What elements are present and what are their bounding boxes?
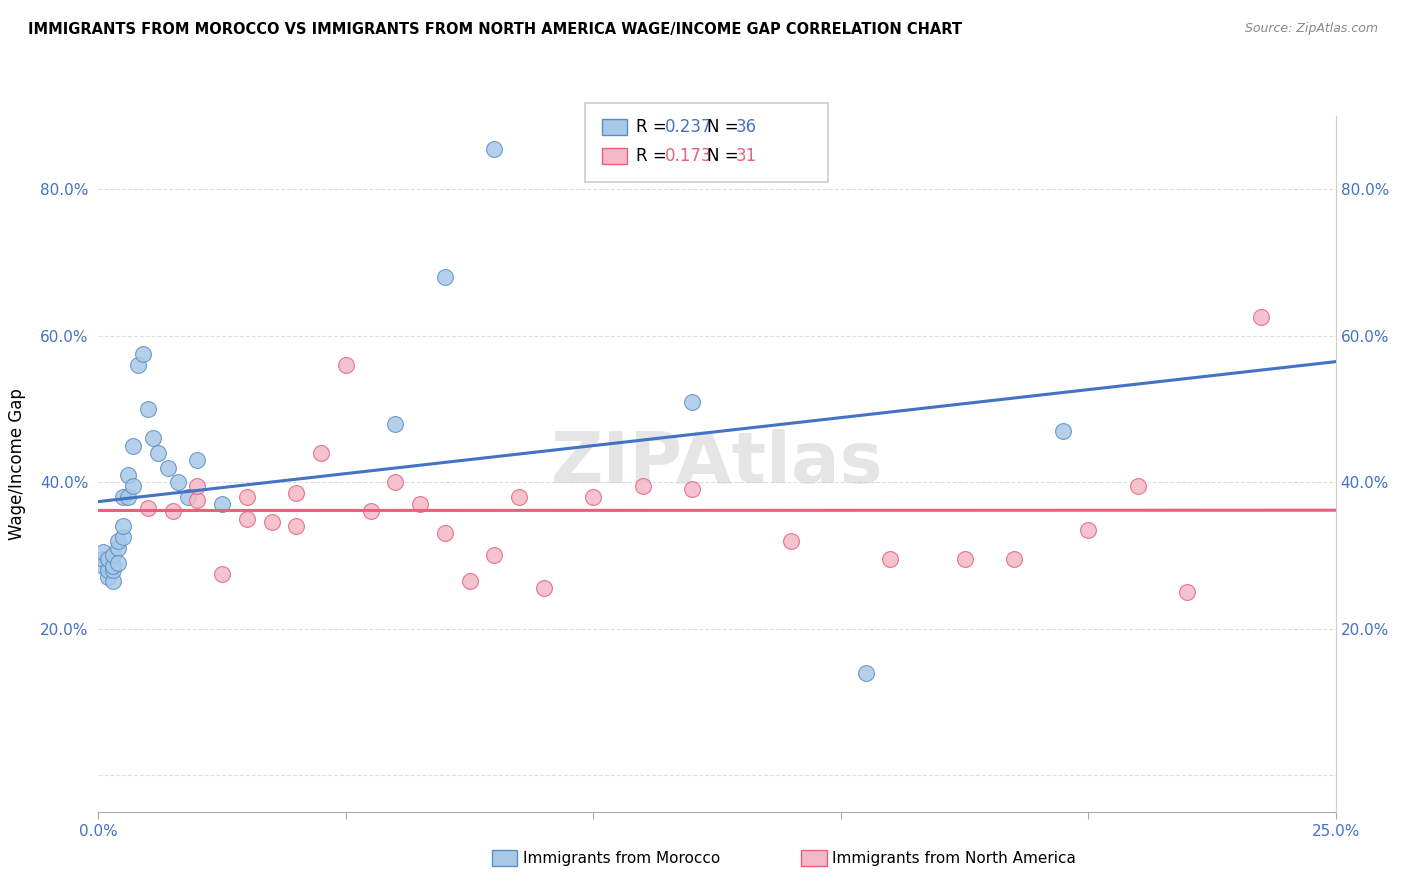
Point [1250,310,1272,325]
Point [127,358,149,372]
Point [681,394,703,409]
Point [360,504,382,518]
Point [484,549,506,563]
Point [117,490,139,504]
Text: 31: 31 [735,147,756,165]
Text: N =: N = [707,147,744,165]
Point [93,559,115,574]
Text: 0.237: 0.237 [665,118,713,136]
Point [107,556,129,570]
Text: Immigrants from North America: Immigrants from North America [832,851,1076,865]
Text: Source: ZipAtlas.com: Source: ZipAtlas.com [1244,22,1378,36]
Point [97,552,120,566]
Y-axis label: Wage/Income Gap: Wage/Income Gap [8,388,27,540]
Point [107,533,129,548]
Point [953,552,976,566]
Point [458,574,481,588]
Text: N =: N = [707,118,744,136]
Point [484,142,506,156]
Point [285,486,308,500]
Point [236,512,259,526]
Point [136,500,159,515]
Point [1175,585,1198,599]
Point [186,479,208,493]
Point [97,570,120,584]
Point [1002,552,1025,566]
Point [236,490,259,504]
Point [122,479,145,493]
Point [508,490,530,504]
Point [1052,424,1074,438]
Point [309,446,332,460]
Point [409,497,432,511]
Point [186,453,208,467]
Text: 0.173: 0.173 [665,147,713,165]
Point [384,475,406,490]
Point [780,533,803,548]
Point [681,483,703,497]
Point [162,504,184,518]
Point [211,497,233,511]
Point [879,552,901,566]
Point [156,460,179,475]
Text: Immigrants from Morocco: Immigrants from Morocco [523,851,720,865]
Text: ZIPAtlas: ZIPAtlas [551,429,883,499]
Point [136,401,159,416]
Point [433,270,456,285]
Point [107,541,129,555]
Point [186,493,208,508]
Point [1077,523,1099,537]
Point [260,516,283,530]
Text: IMMIGRANTS FROM MOROCCO VS IMMIGRANTS FROM NORTH AMERICA WAGE/INCOME GAP CORRELA: IMMIGRANTS FROM MOROCCO VS IMMIGRANTS FR… [28,22,962,37]
Point [97,563,120,577]
Point [132,347,155,361]
Point [103,574,125,588]
Point [93,545,115,559]
Point [117,467,139,482]
Point [103,559,125,574]
Point [176,490,198,504]
Point [103,549,125,563]
Text: 36: 36 [735,118,756,136]
Point [384,417,406,431]
Point [335,358,357,372]
Point [122,438,145,452]
Point [112,490,135,504]
Point [1126,479,1149,493]
Point [533,582,555,596]
Point [582,490,605,504]
Point [112,519,135,533]
Point [855,665,877,680]
Point [103,563,125,577]
Point [211,566,233,581]
Text: R =: R = [636,147,672,165]
Point [285,519,308,533]
Point [631,479,654,493]
Point [433,526,456,541]
Point [166,475,188,490]
Point [93,552,115,566]
Text: R =: R = [636,118,672,136]
Point [112,530,135,544]
Point [146,446,169,460]
Point [142,431,165,445]
